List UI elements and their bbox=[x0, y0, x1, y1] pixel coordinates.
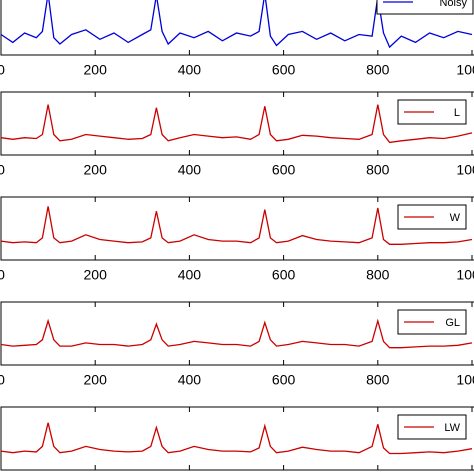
legend-label: W bbox=[450, 212, 461, 224]
x-tick-label: 200 bbox=[84, 62, 108, 78]
series-line bbox=[0, 104, 473, 144]
x-tick-label: 200 bbox=[84, 267, 108, 283]
x-tick-label: 0 bbox=[0, 267, 5, 283]
subplot: 0 200 400 600 800 1000 Noisy bbox=[0, 0, 474, 78]
x-tick-label: 600 bbox=[272, 372, 296, 388]
x-tick-label: 800 bbox=[366, 162, 390, 178]
x-tick-label: 800 bbox=[366, 267, 390, 283]
subplot: 0 200 400 600 800 1000 L bbox=[0, 91, 474, 178]
subplot: 0 200 400 600 800 1000 W bbox=[0, 196, 474, 283]
legend: GL bbox=[397, 309, 467, 335]
legend: Noisy bbox=[376, 0, 474, 15]
x-tick-label: 400 bbox=[178, 162, 202, 178]
x-tick-label: 200 bbox=[84, 162, 108, 178]
x-tick-label: 1000 bbox=[456, 267, 474, 283]
legend-label: L bbox=[454, 107, 460, 119]
x-tick-label: 800 bbox=[366, 372, 390, 388]
legend: LW bbox=[397, 414, 467, 440]
plot-frame bbox=[0, 301, 474, 366]
subplot: 02004006008001000LW bbox=[0, 406, 474, 471]
x-tick-label: 400 bbox=[178, 62, 202, 78]
legend: W bbox=[397, 204, 467, 230]
x-tick-label: 200 bbox=[84, 372, 108, 388]
x-tick-label: 0 bbox=[0, 372, 5, 388]
plot-frame bbox=[0, 196, 474, 261]
x-tick-label: 400 bbox=[178, 267, 202, 283]
series-line bbox=[0, 206, 473, 245]
x-tick-label: 1000 bbox=[456, 62, 474, 78]
x-tick-label: 800 bbox=[366, 62, 390, 78]
plot-frame bbox=[0, 406, 474, 471]
legend-label: LW bbox=[444, 422, 460, 434]
legend: L bbox=[397, 99, 467, 125]
x-tick-label: 1000 bbox=[456, 162, 474, 178]
x-tick-label: 0 bbox=[0, 162, 5, 178]
plot-frame bbox=[0, 91, 474, 156]
x-tick-label: 400 bbox=[178, 372, 202, 388]
legend-label: Noisy bbox=[439, 0, 467, 9]
subplot: 0 200 400 600 800 1000 GL bbox=[0, 301, 474, 388]
plot-frame bbox=[0, 0, 474, 56]
x-tick-label: 600 bbox=[272, 62, 296, 78]
x-tick-label: 600 bbox=[272, 162, 296, 178]
x-tick-label: 0 bbox=[0, 62, 5, 78]
series-line bbox=[0, 422, 473, 455]
legend-label: GL bbox=[445, 317, 460, 329]
x-tick-label: 1000 bbox=[456, 372, 474, 388]
legend-box bbox=[376, 0, 474, 15]
series-line bbox=[0, 318, 473, 349]
x-tick-label: 600 bbox=[272, 267, 296, 283]
series-line bbox=[0, 0, 473, 49]
